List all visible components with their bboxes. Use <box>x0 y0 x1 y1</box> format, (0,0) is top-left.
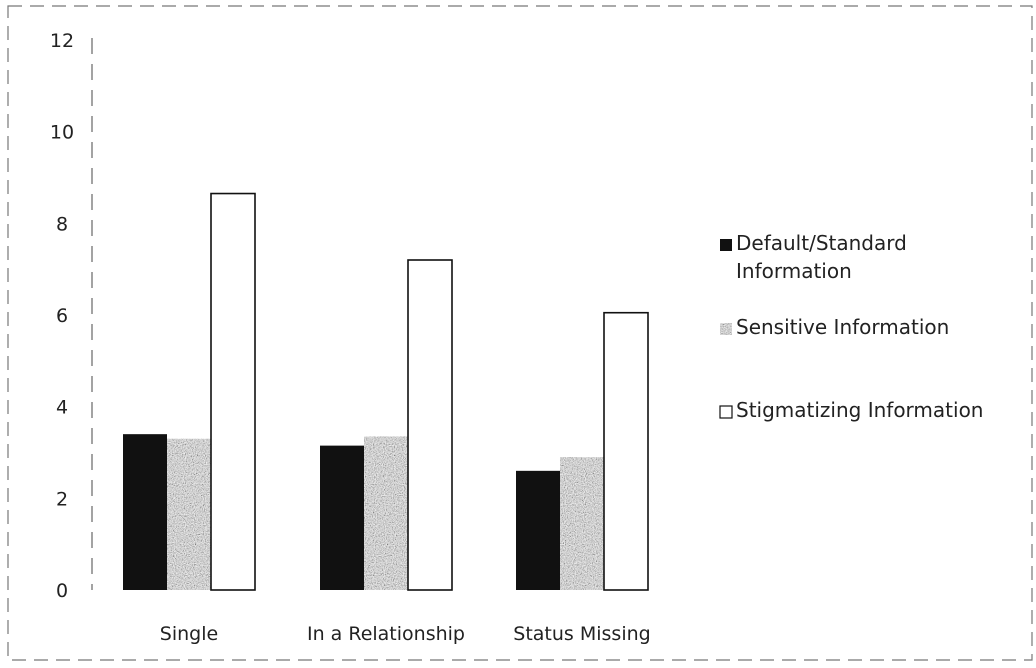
bar-stigmatizing <box>407 259 453 591</box>
category-labels: Single In a Relationship Status Missing <box>160 623 651 645</box>
legend-swatch <box>719 405 733 419</box>
bar-stigmatizing <box>210 192 256 591</box>
bar-sensitive <box>560 457 604 590</box>
legend-label: Default/Standard <box>736 231 907 255</box>
y-tick-label: 2 <box>56 488 68 510</box>
y-tick-label: 0 <box>56 580 68 602</box>
legend-label: Information <box>736 259 852 283</box>
y-tick-label: 6 <box>56 305 68 327</box>
bar-sensitive <box>167 438 211 590</box>
bar-stigmatizing <box>603 311 649 591</box>
y-axis-ticks: 0 2 4 6 8 10 12 <box>50 30 74 602</box>
legend-label: Stigmatizing Information <box>736 398 983 422</box>
bars <box>123 192 649 591</box>
category-label: Status Missing <box>513 623 650 645</box>
bar-sensitive <box>364 436 408 590</box>
y-tick-label: 4 <box>56 397 68 419</box>
chart-border <box>7 5 1033 661</box>
bar-default <box>516 470 560 590</box>
y-tick-label: 8 <box>56 213 68 235</box>
category-label: In a Relationship <box>307 623 465 645</box>
legend-swatch <box>720 323 732 335</box>
bar-default <box>123 434 167 590</box>
legend: Default/Standard Information Sensitive Inf… <box>719 231 983 422</box>
legend-label: Sensitive Information <box>736 315 949 339</box>
legend-swatch <box>720 239 732 251</box>
y-tick-label: 12 <box>50 30 74 52</box>
bar-default <box>320 445 364 590</box>
category-label: Single <box>160 623 218 645</box>
y-tick-label: 10 <box>50 122 74 144</box>
